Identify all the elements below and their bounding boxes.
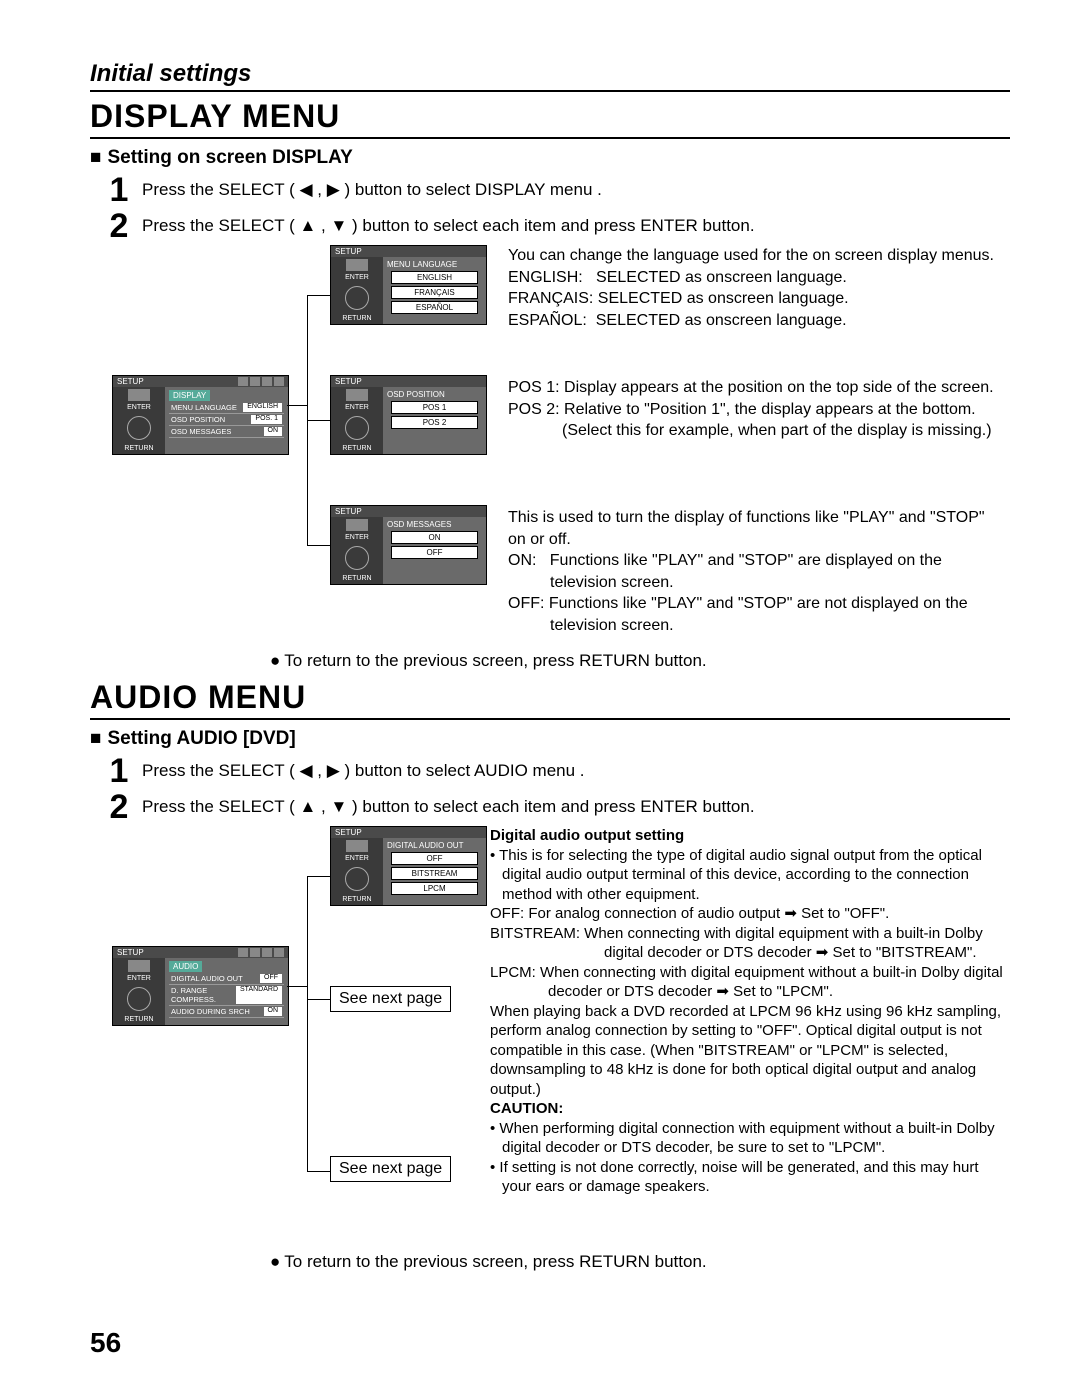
connector [307, 420, 330, 421]
audio-sub-osd-digital: SETUP ENTER RETURN DIGITAL AUDIO OUT OFF… [330, 826, 487, 906]
display-return-note: ●To return to the previous screen, press… [270, 651, 1010, 671]
osd-option: OFF [391, 852, 478, 865]
display-sub-osd-pos: SETUP ENTER RETURN OSD POSITION POS 1 PO… [330, 375, 487, 455]
connector [307, 999, 330, 1000]
nav-icon [127, 987, 151, 1011]
enter-label: ENTER [127, 404, 151, 411]
enter-label: ENTER [127, 975, 151, 982]
osd-option: FRANÇAIS [391, 286, 478, 299]
osd-row: OSD POSITIONPOS. 1 [169, 414, 284, 426]
audio-sub-text: Setting AUDIO [DVD] [107, 728, 295, 749]
audio-diagram: SETUP ENTER RETURN DIGITAL AUDIO OUT OFF… [90, 826, 1010, 1246]
osd-option: ESPAÑOL [391, 301, 478, 314]
nav-icon [127, 416, 151, 440]
display-step2-text: Press the SELECT ( ▲ , ▼ ) button to sel… [142, 216, 755, 236]
osd-row: DIGITAL AUDIO OUTOFF [169, 973, 284, 985]
display-sub-osd-msg: SETUP ENTER RETURN OSD MESSAGES ON OFF [330, 505, 487, 585]
display-diagram: SETUP ENTER RETURN DISPLAY MENU LANGUAGE… [90, 245, 1010, 645]
page-number: 56 [90, 1327, 121, 1359]
display-menu-title: DISPLAY MENU [90, 98, 1010, 139]
osd-option: POS 2 [391, 416, 478, 429]
connector [307, 295, 330, 296]
return-label: RETURN [124, 1016, 153, 1023]
breadcrumb: Initial settings [90, 60, 1010, 92]
osd-option: LPCM [391, 882, 478, 895]
audio-tab: AUDIO [169, 961, 202, 972]
osd-option: BITSTREAM [391, 867, 478, 880]
connector [287, 986, 307, 987]
step-number-2: 2 [102, 209, 136, 243]
sub-osd-header: DIGITAL AUDIO OUT [387, 841, 482, 850]
display-sub-text: Setting on screen DISPLAY [107, 147, 352, 168]
display-step-2: 2 Press the SELECT ( ▲ , ▼ ) button to s… [102, 209, 1010, 243]
step-number-1: 1 [102, 173, 136, 207]
osd-option: ON [391, 531, 478, 544]
audio-return-note: ●To return to the previous screen, press… [270, 1252, 1010, 1272]
audio-desc-heading: Digital audio output setting [490, 826, 1010, 846]
osd-option: POS 1 [391, 401, 478, 414]
return-label: RETURN [124, 445, 153, 452]
audio-desc: Digital audio output setting • This is f… [490, 826, 1010, 1197]
display-tab: DISPLAY [169, 390, 210, 401]
audio-menu-title: AUDIO MENU [90, 679, 1010, 720]
connector [287, 405, 307, 406]
display-sub-osd-lang: SETUP ENTER RETURN MENU LANGUAGE ENGLISH… [330, 245, 487, 325]
audio-step2-text: Press the SELECT ( ▲ , ▼ ) button to sel… [142, 797, 755, 817]
sub-osd-header: OSD POSITION [387, 390, 482, 399]
osd-option: OFF [391, 546, 478, 559]
display-main-osd: SETUP ENTER RETURN DISPLAY MENU LANGUAGE… [112, 375, 289, 455]
connector [307, 545, 330, 546]
osd-row: D. RANGE COMPRESS.STANDARD [169, 985, 284, 1006]
audio-step-2: 2 Press the SELECT ( ▲ , ▼ ) button to s… [102, 790, 1010, 824]
see-next-page-1: See next page [330, 986, 451, 1012]
display-desc-pos: POS 1: Display appears at the position o… [508, 377, 1003, 442]
display-desc-lang: You can change the language used for the… [508, 245, 998, 331]
audio-subheading: ■Setting AUDIO [DVD] [90, 728, 1010, 750]
connector [307, 876, 308, 1171]
display-step1-text: Press the SELECT ( ◀ , ▶ ) button to sel… [142, 180, 602, 200]
audio-step-1: 1 Press the SELECT ( ◀ , ▶ ) button to s… [102, 754, 1010, 788]
step-number-1: 1 [102, 754, 136, 788]
osd-option: ENGLISH [391, 271, 478, 284]
connector [307, 876, 330, 877]
audio-main-osd: SETUP ENTER RETURN AUDIO DIGITAL AUDIO O… [112, 946, 289, 1026]
caution-label: CAUTION: [490, 1099, 1010, 1119]
connector [307, 1171, 330, 1172]
osd-row: MENU LANGUAGEENGLISH [169, 402, 284, 414]
display-desc-msg: This is used to turn the display of func… [508, 507, 1003, 637]
step-number-2: 2 [102, 790, 136, 824]
sub-osd-header: MENU LANGUAGE [387, 260, 482, 269]
osd-row: OSD MESSAGESON [169, 426, 284, 438]
sub-osd-header: OSD MESSAGES [387, 520, 482, 529]
display-step-1: 1 Press the SELECT ( ◀ , ▶ ) button to s… [102, 173, 1010, 207]
setup-label: SETUP [117, 948, 144, 957]
audio-step1-text: Press the SELECT ( ◀ , ▶ ) button to sel… [142, 761, 585, 781]
setup-label: SETUP [117, 377, 144, 386]
osd-row: AUDIO DURING SRCHON [169, 1006, 284, 1018]
see-next-page-2: See next page [330, 1156, 451, 1182]
display-subheading: ■Setting on screen DISPLAY [90, 147, 1010, 169]
